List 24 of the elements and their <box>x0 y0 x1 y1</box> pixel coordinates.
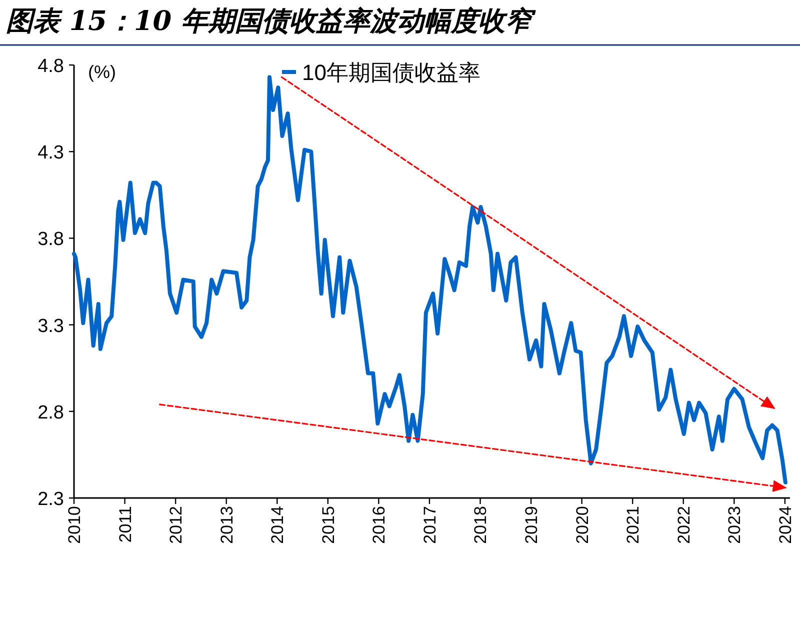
x-tick-label: 2012 <box>166 506 186 544</box>
x-tick-label: 2021 <box>624 506 643 544</box>
x-tick-label: 2023 <box>725 506 744 544</box>
x-tick-label: 2020 <box>572 506 592 544</box>
x-tick-label: 2016 <box>370 506 389 544</box>
x-tick-label: 2011 <box>116 506 135 543</box>
y-tick-label: 3.8 <box>38 229 64 250</box>
x-tick-label: 2017 <box>420 506 440 544</box>
y-tick-label: 2.8 <box>38 402 64 424</box>
x-tick-label: 2010 <box>65 506 84 544</box>
y-tick-label: 4.8 <box>38 56 64 77</box>
legend-label: 10年期国债收益率 <box>302 60 480 85</box>
x-tick-label: 2013 <box>217 506 236 544</box>
y-tick-label: 4.3 <box>38 142 64 164</box>
y-tick-label: 3.3 <box>38 316 64 337</box>
x-tick-label: 2019 <box>522 506 542 544</box>
x-tick-label: 2018 <box>471 506 490 544</box>
x-tick-label: 2014 <box>268 506 288 544</box>
x-tick-label: 2024 <box>776 506 795 544</box>
x-tick-label: 2015 <box>318 506 338 544</box>
chart-title: 图表 15：10 年期国债收益率波动幅度收窄 <box>6 6 536 37</box>
y-axis-title: (%) <box>88 62 116 82</box>
x-tick-label: 2022 <box>674 506 694 544</box>
y-tick-label: 2.3 <box>38 489 64 510</box>
